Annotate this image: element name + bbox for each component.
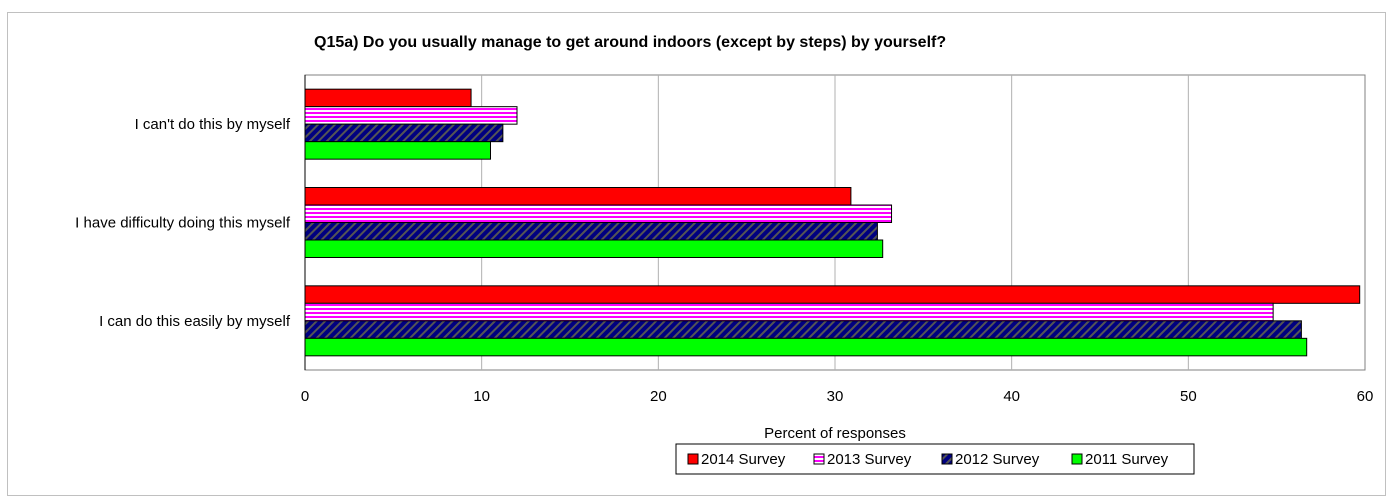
chart-title: Q15a) Do you usually manage to get aroun… [314, 34, 946, 51]
x-tick-label: 0 [301, 388, 309, 405]
bar [304, 222, 878, 241]
bar [304, 239, 884, 258]
category-labels: I can't do this by myself I have difficul… [75, 116, 291, 330]
x-tick-label: 60 [1357, 388, 1374, 405]
bar [304, 88, 472, 108]
bar [304, 285, 1361, 304]
legend-swatch [941, 453, 953, 465]
x-tick-label: 30 [827, 388, 844, 405]
category-label: I can do this easily by myself [99, 313, 291, 330]
legend: 2014 Survey 2013 Survey 2012 Survey 2011 Su… [675, 443, 1195, 475]
bars [304, 88, 1361, 357]
x-tick-labels: 0 10 20 30 40 50 60 [301, 388, 1374, 405]
bar [304, 337, 1308, 357]
bar [304, 320, 1302, 339]
legend-swatch [687, 453, 699, 465]
legend-label: 2014 Survey [701, 451, 786, 468]
x-axis-label: Percent of responses [764, 425, 906, 442]
x-tick-label: 50 [1180, 388, 1197, 405]
legend-label: 2011 Survey [1085, 451, 1169, 468]
bar [304, 204, 893, 223]
category-label: I have difficulty doing this myself [75, 215, 291, 232]
bar [304, 187, 852, 206]
x-tick-label: 10 [473, 388, 490, 405]
category-label: I can't do this by myself [135, 116, 291, 133]
x-tick-label: 20 [650, 388, 667, 405]
legend-swatch [1071, 453, 1083, 465]
legend-label: 2012 Survey [955, 451, 1040, 468]
x-tick-label: 40 [1003, 388, 1020, 405]
bar [304, 123, 504, 143]
legend-swatch [813, 453, 825, 465]
legend-box [675, 443, 1195, 475]
bar [304, 106, 518, 125]
bar [304, 302, 1274, 322]
legend-label: 2013 Survey [827, 451, 912, 468]
bar [304, 141, 491, 160]
